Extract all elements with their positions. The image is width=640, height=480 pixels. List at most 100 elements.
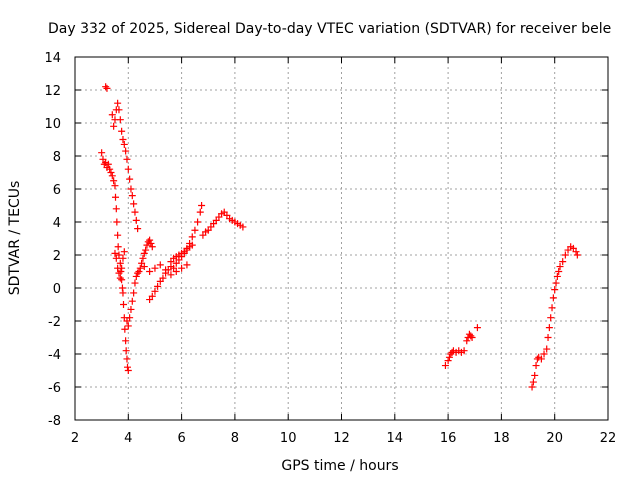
data-point-track-l [537,355,545,363]
data-point-track-g [198,202,206,209]
data-point-track-a [111,182,119,190]
data-point-track-a [112,205,120,213]
data-point-track-c [131,208,139,216]
data-point-track-b [102,83,110,91]
data-point-track-a [124,367,132,374]
y-tick-label: 0 [53,282,61,297]
data-point-track-d [112,254,120,262]
data-point-track-k [467,332,475,340]
data-point-track-a [122,347,130,355]
data-point-track-l [552,279,560,287]
y-tick-label: -8 [48,414,61,429]
y-tick-labels: 14 12 10 8 6 4 2 0 -2 -4 -6 -8 [44,51,61,429]
data-point-track-c [134,225,142,233]
data-point-track-c [108,111,116,119]
data-point-track-c [130,200,138,208]
x-tick-label: 8 [231,431,239,446]
data-point-track-a [124,363,132,371]
x-tick-label: 18 [493,431,510,446]
data-point-track-e [124,322,132,330]
data-point-track-j [460,347,468,355]
y-tick-label: -2 [48,315,61,330]
data-point-track-a [123,355,131,363]
x-tick-label: 14 [387,431,404,446]
data-point-track-c [127,185,135,193]
data-point-track-l [561,251,569,259]
data-point-track-e [139,254,147,262]
y-tick-label: 6 [53,183,61,198]
data-point-track-g [170,264,178,272]
data-point-track-l [551,286,559,294]
y-tick-label: 14 [44,51,61,66]
x-axis-title: GPS time / hours [281,458,398,474]
data-point-track-a [122,337,130,345]
data-point-track-e [128,297,136,305]
data-point-track-l [547,314,555,322]
data-point-track-l [529,378,537,386]
y-tick-label: 12 [44,84,61,99]
data-point-track-g [191,226,199,234]
data-point-track-f [183,261,191,269]
data-point-track-c [118,127,126,135]
data-point-track-l [540,350,548,358]
data-point-track-l [543,345,551,353]
data-point-track-c [120,140,128,148]
data-point-track-f [151,264,159,272]
data-point-track-g [164,266,172,274]
data-point-track-e [127,305,135,313]
data-point-track-e [126,314,134,322]
y-tick-label: 8 [53,150,61,165]
data-point-track-d [120,248,128,256]
grid [75,57,608,420]
data-point-track-e [134,269,142,277]
data-point-track-g [188,233,196,241]
data-point-track-l [545,324,553,332]
y-axis-title: SDTVAR / TECUs [7,181,23,296]
data-point-track-a [121,325,129,333]
data-point-track-e [148,243,156,251]
data-point-track-e [142,246,150,254]
data-point-track-e [146,236,154,244]
data-point-track-b [103,84,111,92]
data-point-track-j [441,362,449,370]
data-point-track-d [111,249,119,257]
data-point-track-e [136,264,144,272]
data-point-track-a [113,218,121,226]
data-point-track-f [178,264,186,272]
x-tick-label: 4 [124,431,132,446]
data-point-track-f [140,263,148,271]
data-point-track-e [130,289,138,297]
data-point-track-d [115,269,123,277]
data-point-track-e [140,249,148,257]
data-point-track-c [115,106,123,114]
data-point-track-e [131,279,139,287]
data-point-track-l [544,334,552,341]
data-point-track-e [147,239,155,247]
x-tick-labels: 2 4 6 8 10 12 14 16 18 20 22 [71,431,616,446]
data-point-track-c [124,165,132,173]
y-tick-label: 4 [53,216,61,231]
data-point-track-d [118,264,126,272]
y-tick-label: -4 [48,348,61,363]
data-point-track-e [143,241,151,249]
x-tick-label: 6 [177,431,185,446]
data-point-track-c [126,175,134,183]
data-point-track-l [553,272,561,280]
y-tick-label: 10 [44,117,61,132]
x-tick-label: 12 [333,431,350,446]
chart-title: Day 332 of 2025, Sidereal Day-to-day VTE… [48,21,611,37]
data-point-track-e [135,268,143,275]
data-point-track-c [132,216,140,224]
data-point-track-a [114,243,122,251]
data-point-track-a [116,259,124,267]
data-point-track-a [112,193,120,201]
data-point-track-a [104,160,112,168]
data-point-track-g [148,292,156,300]
data-point-track-a [120,301,128,308]
data-point-track-d [119,254,127,262]
data-point-track-l [531,371,539,379]
data-point-track-l [532,362,540,370]
y-tick-label: -6 [48,381,61,396]
data-point-track-l [548,304,556,312]
